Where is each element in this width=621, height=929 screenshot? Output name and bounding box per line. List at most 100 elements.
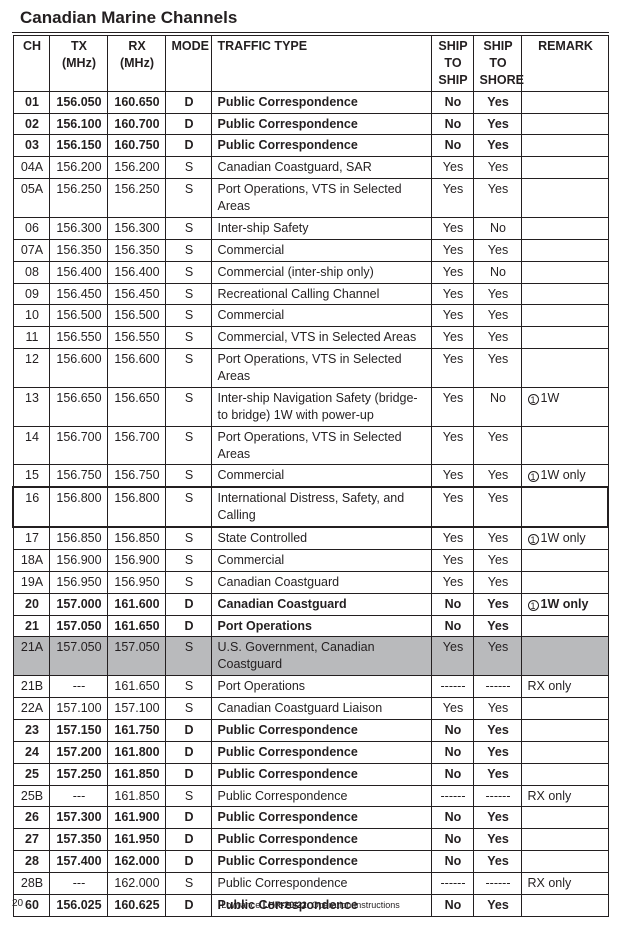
- cell-mode: S: [165, 157, 211, 179]
- cell-type: Public Correspondence: [211, 113, 431, 135]
- cell-type: Commercial: [211, 305, 431, 327]
- cell-tx: 156.650: [49, 387, 107, 426]
- cell-rx: 156.650: [107, 387, 165, 426]
- cell-type: Port Operations: [211, 615, 431, 637]
- cell-type: Inter-ship Navigation Safety (bridge-to …: [211, 387, 431, 426]
- cell-remark: [521, 698, 608, 720]
- cell-rx: 156.400: [107, 261, 165, 283]
- cell-mode: S: [165, 676, 211, 698]
- cell-ship: Yes: [431, 387, 473, 426]
- cell-rx: 156.200: [107, 157, 165, 179]
- cell-mode: S: [165, 261, 211, 283]
- cell-shore: Yes: [473, 763, 521, 785]
- cell-ch: 28B: [13, 873, 49, 895]
- cell-remark: [521, 261, 608, 283]
- cell-remark: [521, 637, 608, 676]
- table-row: 12156.600156.600SPort Operations, VTS in…: [13, 349, 608, 388]
- cell-shore: Yes: [473, 487, 521, 527]
- cell-rx: 161.800: [107, 741, 165, 763]
- cell-tx: 157.150: [49, 719, 107, 741]
- cell-mode: S: [165, 698, 211, 720]
- cell-type: Public Correspondence: [211, 807, 431, 829]
- cell-remark: [521, 615, 608, 637]
- cell-shore: Yes: [473, 637, 521, 676]
- cell-ship: ------: [431, 676, 473, 698]
- cell-remark: 11W: [521, 387, 608, 426]
- cell-mode: D: [165, 593, 211, 615]
- cell-remark: [521, 807, 608, 829]
- cell-ch: 02: [13, 113, 49, 135]
- table-body: 01156.050160.650DPublic CorrespondenceNo…: [13, 91, 608, 916]
- cell-tx: 156.450: [49, 283, 107, 305]
- table-row: 19A156.950156.950SCanadian CoastguardYes…: [13, 571, 608, 593]
- cell-ship: Yes: [431, 179, 473, 218]
- cell-tx: ---: [49, 873, 107, 895]
- table-row: 23157.150161.750DPublic CorrespondenceNo…: [13, 719, 608, 741]
- cell-type: International Distress, Safety, and Call…: [211, 487, 431, 527]
- cell-mode: S: [165, 239, 211, 261]
- cell-shore: Yes: [473, 465, 521, 487]
- cell-rx: 156.750: [107, 465, 165, 487]
- cell-shore: Yes: [473, 807, 521, 829]
- cell-mode: S: [165, 283, 211, 305]
- cell-ch: 25B: [13, 785, 49, 807]
- low-power-icon: 1: [528, 534, 539, 545]
- cell-shore: ------: [473, 785, 521, 807]
- cell-tx: 156.100: [49, 113, 107, 135]
- cell-ship: Yes: [431, 698, 473, 720]
- cell-mode: D: [165, 763, 211, 785]
- cell-remark: RX only: [521, 676, 608, 698]
- cell-ch: 22A: [13, 698, 49, 720]
- th-ship: SHIP TO SHIP: [431, 36, 473, 92]
- cell-rx: 156.700: [107, 426, 165, 465]
- cell-remark: [521, 113, 608, 135]
- cell-type: Canadian Coastguard Liaison: [211, 698, 431, 720]
- cell-ship: Yes: [431, 527, 473, 549]
- cell-shore: No: [473, 387, 521, 426]
- cell-ship: No: [431, 615, 473, 637]
- channel-table: CH TX (MHz) RX (MHz) MODE TRAFFIC TYPE S…: [12, 35, 609, 917]
- cell-ch: 03: [13, 135, 49, 157]
- cell-mode: S: [165, 327, 211, 349]
- cell-rx: 156.350: [107, 239, 165, 261]
- cell-rx: 161.850: [107, 785, 165, 807]
- cell-remark: [521, 305, 608, 327]
- cell-remark: [521, 283, 608, 305]
- cell-tx: 156.050: [49, 91, 107, 113]
- cell-shore: Yes: [473, 91, 521, 113]
- cell-type: Port Operations, VTS in Selected Areas: [211, 179, 431, 218]
- cell-ship: Yes: [431, 571, 473, 593]
- cell-shore: Yes: [473, 851, 521, 873]
- table-row: 26157.300161.900DPublic CorrespondenceNo…: [13, 807, 608, 829]
- cell-tx: 156.400: [49, 261, 107, 283]
- cell-mode: D: [165, 851, 211, 873]
- cell-shore: Yes: [473, 179, 521, 218]
- cell-rx: 162.000: [107, 873, 165, 895]
- cell-tx: 156.500: [49, 305, 107, 327]
- cell-ship: Yes: [431, 637, 473, 676]
- cell-tx: 157.350: [49, 829, 107, 851]
- cell-shore: Yes: [473, 741, 521, 763]
- cell-rx: 161.750: [107, 719, 165, 741]
- cell-mode: S: [165, 179, 211, 218]
- cell-tx: ---: [49, 676, 107, 698]
- cell-type: Commercial, VTS in Selected Areas: [211, 327, 431, 349]
- cell-tx: 157.250: [49, 763, 107, 785]
- cell-ch: 19A: [13, 571, 49, 593]
- cell-type: Port Operations: [211, 676, 431, 698]
- cell-ship: Yes: [431, 217, 473, 239]
- table-row: 25B---161.850SPublic Correspondence-----…: [13, 785, 608, 807]
- cell-remark: [521, 426, 608, 465]
- cell-ship: Yes: [431, 549, 473, 571]
- cell-shore: Yes: [473, 283, 521, 305]
- cell-type: Canadian Coastguard: [211, 593, 431, 615]
- cell-rx: 161.600: [107, 593, 165, 615]
- footer-text: Operation Instructions: [312, 900, 400, 910]
- low-power-icon: 1: [528, 394, 539, 405]
- cell-remark: 11W only: [521, 527, 608, 549]
- cell-mode: S: [165, 527, 211, 549]
- cell-tx: 157.050: [49, 637, 107, 676]
- cell-shore: Yes: [473, 349, 521, 388]
- cell-tx: 156.850: [49, 527, 107, 549]
- cell-shore: Yes: [473, 719, 521, 741]
